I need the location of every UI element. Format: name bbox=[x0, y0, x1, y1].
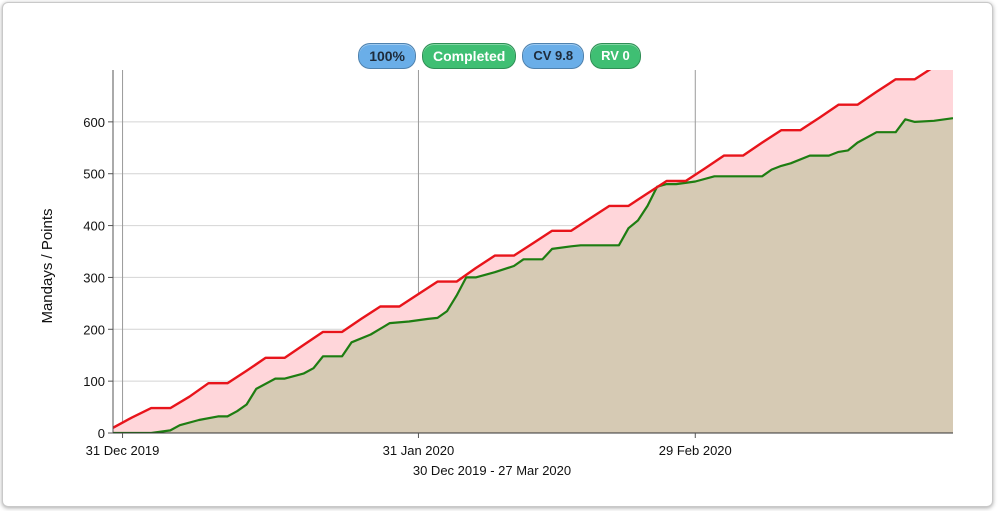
y-tick-label: 200 bbox=[83, 322, 105, 337]
plan-line bbox=[113, 70, 932, 429]
percent-badge: 100% bbox=[358, 43, 417, 69]
x-axis-label: 30 Dec 2019 - 27 Mar 2020 bbox=[413, 463, 571, 478]
cv-badge: CV 9.8 bbox=[522, 43, 585, 69]
axes bbox=[112, 70, 953, 434]
y-tick-label: 500 bbox=[83, 167, 105, 182]
x-tick-label: 31 Jan 2020 bbox=[383, 443, 455, 458]
series-areas bbox=[113, 70, 953, 433]
series-lines bbox=[113, 70, 953, 433]
actual-line bbox=[113, 117, 953, 433]
rv-badge: RV 0 bbox=[590, 43, 641, 69]
y-tick-label: 400 bbox=[83, 219, 105, 234]
actual-area bbox=[113, 118, 953, 433]
status-badges: 100% Completed CV 9.8 RV 0 bbox=[0, 43, 999, 69]
y-tick-label: 300 bbox=[83, 270, 105, 285]
x-tick-label: 31 Dec 2019 bbox=[86, 443, 160, 458]
x-axis-ticks: 31 Dec 2019 31 Jan 2020 29 Feb 2020 bbox=[86, 433, 732, 458]
y-tick-label: 600 bbox=[83, 115, 105, 130]
y-tick-label: 0 bbox=[98, 426, 105, 441]
status-badge: Completed bbox=[422, 43, 517, 69]
y-tick-label: 100 bbox=[83, 374, 105, 389]
y-axis-ticks: 0 100 200 300 400 500 600 bbox=[83, 115, 113, 441]
x-tick-label: 29 Feb 2020 bbox=[659, 443, 732, 458]
y-axis-label: Mandays / Points bbox=[39, 208, 56, 323]
